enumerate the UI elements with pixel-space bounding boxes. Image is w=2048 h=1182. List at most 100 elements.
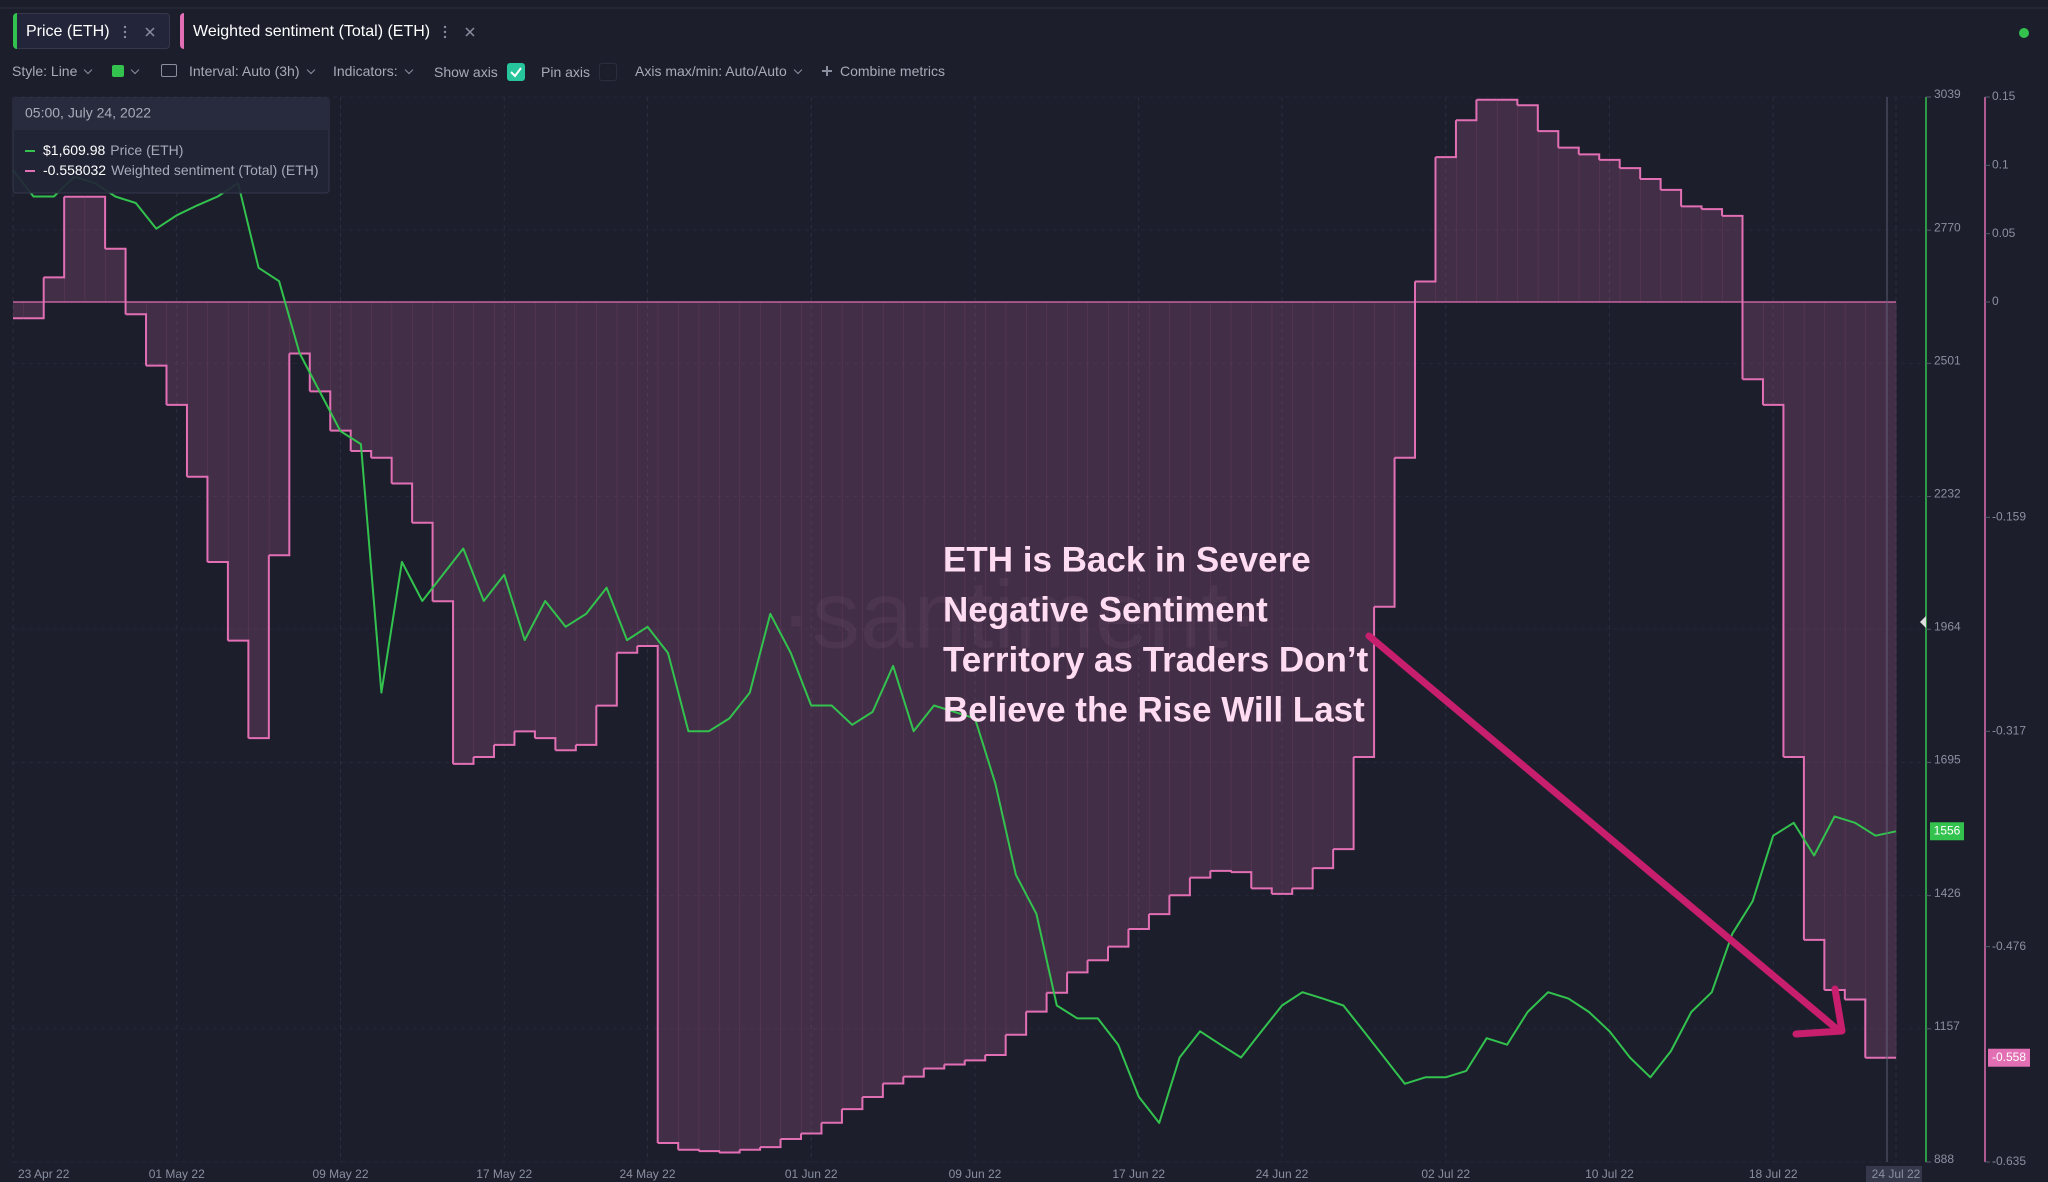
sentiment-step [985,302,1007,1056]
sentiment-step [1353,302,1375,758]
sentiment-step [84,196,106,302]
sentiment-step-edge [1517,104,1539,132]
show-axis[interactable]: Show axis [434,63,525,81]
sentiment-step-edge [453,757,475,765]
sentiment-step-edge [944,1060,966,1066]
y-tick-label: 1426 [1934,886,1961,900]
x-tick-label: 24 Jul 22 [1872,1167,1921,1181]
sentiment-step-edge [719,1149,741,1154]
sentiment-step-edge [1455,99,1478,122]
sentiment-step [1496,99,1518,302]
sentiment-step [964,302,986,1061]
tooltip-row: -0.558032 Weighted sentiment (Total) (ETH… [43,162,319,178]
axis-minmax[interactable]: Axis max/min: Auto/Auto [635,63,802,79]
tab[interactable]: Weighted sentiment (Total) (ETH) [180,13,490,49]
y2-tick-label: -0.476 [1992,939,2026,953]
sentiment-step [760,302,782,1148]
sentiment-step [657,302,679,1144]
label: Show axis [434,64,498,80]
sentiment-step [575,302,597,745]
sentiment-step [1046,302,1068,993]
sentiment-step [1865,302,1887,1058]
sentiment-step-edge [1087,946,1110,962]
sentiment-step-edge [1496,98,1519,106]
sentiment-step [882,302,904,1084]
sentiment-step [227,302,249,641]
sentiment-step [350,302,372,451]
x-tick-label: 24 Jun 22 [1256,1167,1309,1181]
sentiment-step-edge [514,730,536,739]
y2-tick-label: -0.317 [1992,723,2026,737]
sentiment-step [309,302,331,392]
sentiment-step [821,302,843,1123]
x-tick-label: 17 May 22 [476,1167,532,1181]
tooltip-series: Price (ETH) [110,142,183,158]
sentiment-step-edge [882,1076,905,1085]
y2-tick-label: -0.159 [1992,510,2026,524]
indicators-select[interactable]: Indicators: [333,63,413,79]
sentiment-step-edge [227,639,250,739]
sentiment-step-edge [371,456,393,484]
sentiment-step-edge [432,600,455,764]
y-tick-label: 2232 [1934,487,1961,501]
sentiment-step [1783,302,1805,758]
sentiment-step [1067,302,1089,973]
tab[interactable]: Price (ETH) [13,13,170,49]
sentiment-step-edge [1394,281,1417,459]
style-select[interactable]: Style: Line [12,63,93,79]
tooltip-value: -0.558032 [43,162,106,178]
sentiment-step [514,302,536,732]
sentiment-step [1148,302,1170,915]
sentiment-step-edge [1824,989,1846,1000]
sentiment-step [719,302,741,1153]
combine-metrics[interactable]: Combine metrics [822,63,945,79]
sentiment-step-edge [1701,208,1724,216]
sentiment-step [1701,209,1723,302]
sentiment-step [923,302,945,1069]
sentiment-step-edge [309,390,332,431]
sentiment-step [739,302,761,1150]
tab-icons [123,25,155,39]
sentiment-step-edge [1128,914,1150,931]
sentiment-step-edge [43,196,66,279]
y2-tick-label: 0.15 [1992,89,2016,103]
tooltip-time: 05:00, July 24, 2022 [25,105,151,121]
tooltip-row: $1,609.98 Price (ETH) [43,142,183,158]
annotation-line: ETH is Back in Severe [943,540,1311,579]
sentiment-step [1026,302,1048,1012]
sentiment-step-edge [1537,130,1560,148]
sentiment-step [1599,159,1621,302]
sentiment-step-edge [1844,998,1867,1058]
tab-icons [443,25,475,39]
label: Axis max/min: Auto/Auto [635,63,787,79]
pin-axis[interactable]: Pin axis [541,63,618,81]
sentiment-step [1803,302,1825,940]
sentiment-step [1537,131,1559,302]
y-tick-label: 2770 [1934,220,1961,234]
sentiment-step [1271,302,1293,894]
sentiment-step-edge [555,744,577,752]
x-tick-label: 24 May 22 [619,1167,675,1181]
sentiment-step-edge [473,744,495,759]
sentiment-badge [1988,1048,2030,1067]
interval-select[interactable]: Interval: Auto (3h) [161,63,315,79]
label: Indicators: [333,63,398,79]
y-tick-label: 1157 [1934,1019,1960,1033]
label: Combine metrics [840,63,946,79]
sentiment-step [432,302,454,602]
sentiment-step [1333,302,1355,850]
y-tick-label: 1964 [1934,619,1961,633]
sentiment-step-edge [248,555,270,740]
sentiment-step-edge [1374,457,1396,608]
sentiment-step [841,302,863,1110]
sentiment-step-edge [1189,870,1212,879]
sentiment-step-edge [1415,157,1437,283]
label: Interval: Auto (3h) [189,63,300,79]
y2-tick-label: -0.635 [1992,1154,2026,1168]
sentiment-step-edge [1803,938,1826,990]
color-select[interactable] [112,63,140,79]
sentiment-step [1312,302,1334,869]
sentiment-step [1762,302,1784,405]
sentiment-step [1885,302,1897,1058]
